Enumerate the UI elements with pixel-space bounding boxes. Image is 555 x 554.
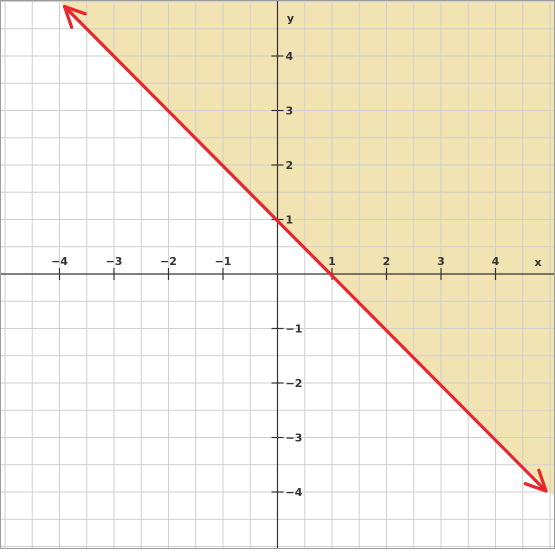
x-tick-label: −3	[106, 255, 123, 268]
y-axis-label: y	[287, 12, 294, 25]
boundary-line	[62, 4, 548, 493]
x-tick-label: 1	[328, 255, 336, 268]
y-tick-label: 3	[286, 105, 294, 118]
y-tick-label: 1	[286, 214, 294, 227]
x-tick-label: 2	[383, 255, 391, 268]
x-axis-label: x	[534, 256, 541, 269]
arrowhead-start	[62, 4, 87, 29]
x-tick-label: −4	[51, 255, 68, 268]
y-tick-label: −4	[286, 486, 303, 499]
x-tick-label: −1	[215, 255, 232, 268]
y-tick-label: 2	[286, 159, 294, 172]
y-tick-label: −2	[286, 377, 303, 390]
y-tick-label: −3	[286, 432, 303, 445]
x-tick-label: 4	[492, 255, 500, 268]
tick-labels: −4 −3 −2 −1 1 2 3 4 4 3 2 1 −1 −2 −3 −4	[51, 50, 500, 499]
x-tick-label: 3	[437, 255, 445, 268]
y-tick-label: −1	[286, 323, 303, 336]
arrowhead-end	[523, 468, 548, 493]
x-tick-label: −2	[160, 255, 177, 268]
y-tick-label: 4	[286, 50, 294, 63]
